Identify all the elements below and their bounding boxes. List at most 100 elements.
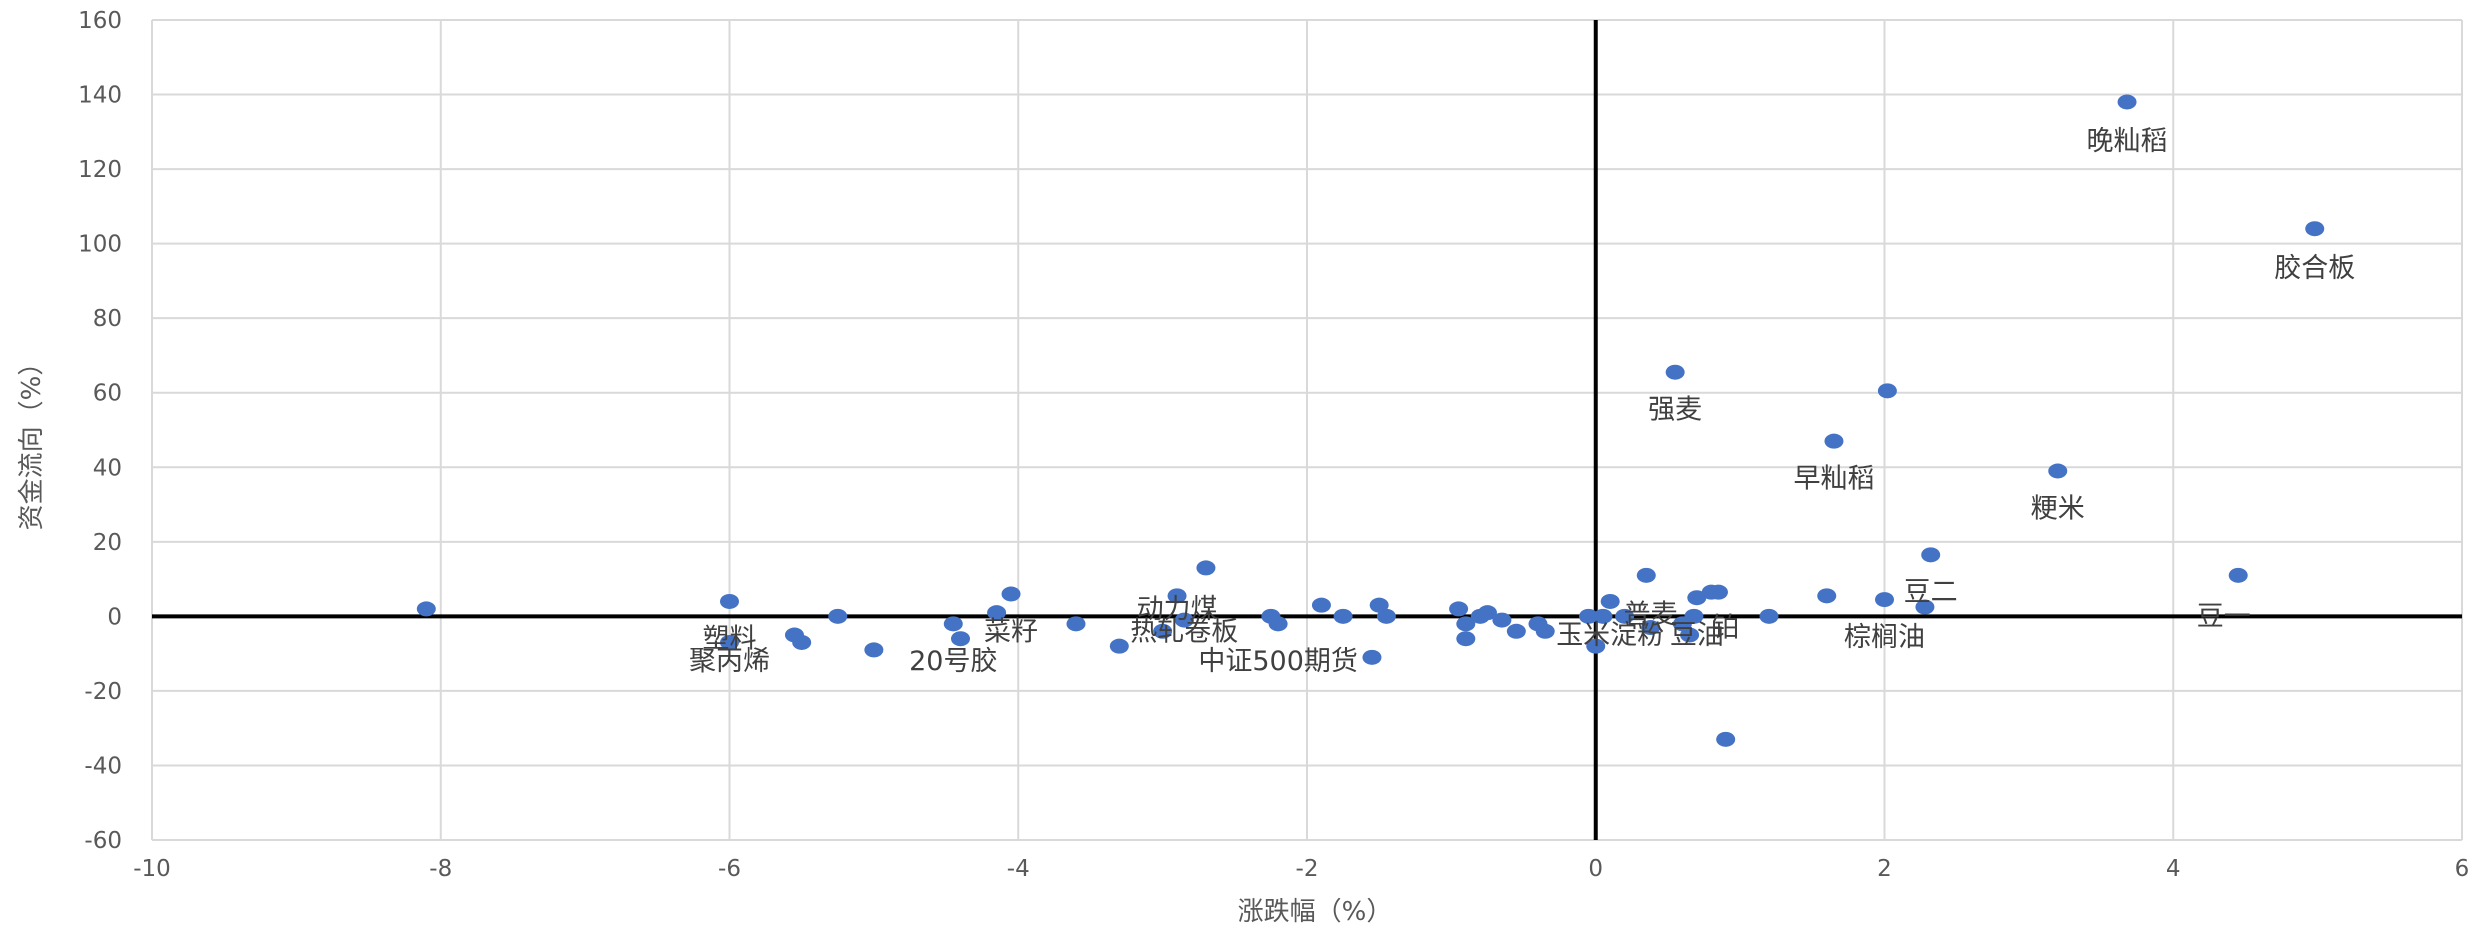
data-point [1376, 608, 1396, 624]
y-tick-label: 100 [78, 232, 122, 258]
y-tick-label: -20 [84, 679, 122, 705]
y-tick-label: 160 [78, 8, 122, 34]
x-tick-label: 2 [1877, 856, 1892, 882]
data-point [792, 634, 812, 650]
x-axis-title: 涨跌幅（%） [1238, 897, 1393, 926]
y-tick-label: 60 [93, 381, 122, 407]
data-point [1586, 638, 1606, 654]
x-tick-label: 0 [1588, 856, 1603, 882]
data-point [1268, 616, 1288, 632]
point-label: 棕榈油 [1844, 622, 1925, 653]
data-point [1600, 593, 1620, 609]
point-label: 豆油 [1670, 620, 1724, 651]
data-point [1665, 364, 1685, 380]
point-label: 塑料 [703, 624, 757, 655]
point-label: 豆一 [2197, 601, 2251, 632]
data-point [720, 593, 739, 609]
point-label: 铂 [1712, 613, 1739, 644]
data-point [1593, 608, 1613, 624]
data-point [1311, 597, 1331, 613]
data-point [416, 601, 436, 617]
point-label: 豆二 [1904, 577, 1958, 608]
x-tick-labels: -10 -8 -6 -4 -2 0 2 4 6 [133, 856, 2469, 882]
point-label: 20号胶 [909, 646, 997, 677]
y-tick-label: 140 [78, 83, 122, 109]
point-label: 菜籽 [984, 616, 1038, 647]
data-point [1684, 608, 1704, 624]
point-label: 普麦 [1624, 600, 1678, 631]
y-tick-label: 40 [93, 455, 122, 481]
point-label: 热轧卷板 [1130, 616, 1238, 647]
y-tick-label: 0 [107, 604, 122, 630]
data-point [1915, 599, 1935, 615]
data-point [1877, 383, 1897, 399]
data-point [1506, 623, 1526, 639]
data-point [1153, 623, 1173, 639]
y-tick-label: -60 [84, 828, 122, 854]
point-label: 聚丙烯 [689, 646, 770, 677]
data-point [1174, 612, 1194, 628]
x-tick-label: -2 [1296, 856, 1319, 882]
y-tick-label: 80 [93, 306, 122, 332]
point-label: 晚籼稻 [2087, 126, 2168, 157]
x-tick-label: -10 [133, 856, 171, 882]
y-tick-labels: -60 -40 -20 0 20 40 60 80 100 120 140 160 [78, 8, 122, 854]
point-label: 胶合板 [2274, 253, 2355, 284]
data-point [1369, 597, 1389, 613]
data-point [1109, 638, 1129, 654]
data-point [828, 608, 848, 624]
y-axis-title: 资金流向（%） [17, 350, 47, 531]
data-point [1579, 608, 1599, 624]
point-label: 动力煤 [1137, 594, 1218, 625]
data-point [720, 634, 739, 650]
data-point [1875, 592, 1894, 608]
y-tick-label: -40 [84, 753, 122, 779]
data-point [1708, 584, 1728, 600]
x-tick-label: -4 [1007, 856, 1030, 882]
data-point [1456, 631, 1476, 647]
data-points [416, 94, 2325, 747]
data-point [1759, 608, 1779, 624]
data-point [1333, 608, 1353, 624]
data-point [1921, 547, 1941, 563]
point-label: 粳米 [2031, 493, 2085, 524]
data-point [1641, 620, 1661, 636]
data-point [1001, 586, 1021, 602]
data-point [987, 605, 1007, 621]
y-tick-label: 20 [93, 530, 122, 556]
data-point [1456, 616, 1476, 632]
data-point [1477, 605, 1497, 621]
data-point [1817, 588, 1837, 604]
data-point [1362, 649, 1382, 665]
x-tick-label: -8 [429, 856, 452, 882]
data-point [1196, 560, 1216, 576]
data-point [1535, 623, 1555, 639]
point-label: 早籼稻 [1793, 463, 1874, 494]
data-point [1066, 616, 1086, 632]
x-tick-label: 6 [2455, 856, 2470, 882]
data-point [2048, 463, 2068, 479]
point-label: 强麦 [1648, 395, 1702, 426]
data-point [2305, 221, 2325, 237]
data-point [1492, 612, 1512, 628]
data-point [1167, 588, 1187, 604]
data-point [1716, 731, 1736, 747]
point-label: 玉米淀粉 [1556, 620, 1664, 651]
data-point [2117, 94, 2137, 110]
point-label: 中证500期货 [1198, 646, 1358, 677]
x-tick-label: -6 [718, 856, 741, 882]
data-point [2228, 567, 2248, 583]
data-point [943, 616, 963, 632]
data-point [1615, 608, 1635, 624]
x-tick-label: 4 [2166, 856, 2181, 882]
data-point [864, 642, 884, 658]
data-point [1680, 627, 1700, 643]
data-point [1824, 433, 1844, 449]
data-point [1449, 601, 1469, 617]
data-point [1687, 590, 1707, 606]
y-tick-label: 120 [78, 157, 122, 183]
data-point [1636, 567, 1656, 583]
data-point [951, 631, 970, 647]
